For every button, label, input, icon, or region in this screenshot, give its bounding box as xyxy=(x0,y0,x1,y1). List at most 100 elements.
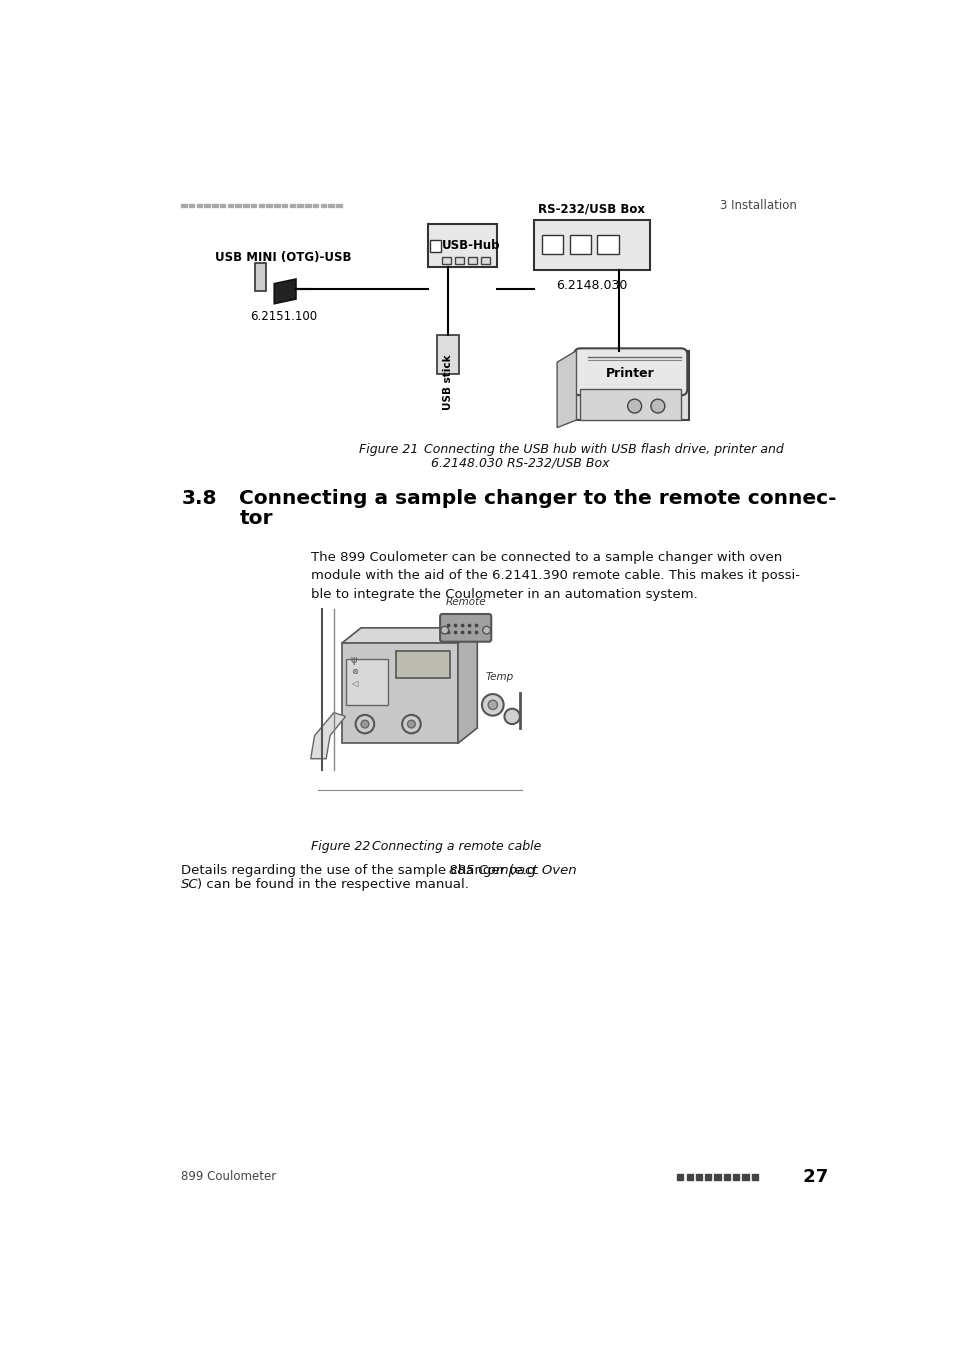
Bar xyxy=(395,651,450,678)
Text: Connecting a sample changer to the remote connec-: Connecting a sample changer to the remot… xyxy=(239,489,836,508)
Text: USB MINI (OTG)-USB: USB MINI (OTG)-USB xyxy=(215,251,352,265)
Bar xyxy=(441,256,451,265)
Text: USB-Hub: USB-Hub xyxy=(441,239,499,251)
Bar xyxy=(290,204,294,208)
Text: 6.2148.030 RS-232/USB Box: 6.2148.030 RS-232/USB Box xyxy=(431,456,609,470)
Text: Figure 22: Figure 22 xyxy=(311,840,370,853)
Polygon shape xyxy=(274,279,295,304)
Bar xyxy=(297,204,303,208)
Bar xyxy=(345,659,388,705)
Bar xyxy=(704,1173,711,1180)
Polygon shape xyxy=(557,351,576,428)
Bar xyxy=(541,235,562,254)
Bar xyxy=(695,1173,701,1180)
Text: 885 Compact Oven: 885 Compact Oven xyxy=(448,864,576,878)
Bar xyxy=(427,224,497,267)
Circle shape xyxy=(461,632,463,633)
Text: 27: 27 xyxy=(796,1168,827,1185)
Text: 6.2151.100: 6.2151.100 xyxy=(250,310,316,323)
Bar xyxy=(436,335,458,374)
Text: Remote: Remote xyxy=(445,597,485,608)
Bar xyxy=(430,240,440,252)
Text: Temp: Temp xyxy=(484,672,513,682)
Circle shape xyxy=(360,721,369,728)
Text: 6.2148.030: 6.2148.030 xyxy=(556,279,627,292)
Text: Connecting a remote cable: Connecting a remote cable xyxy=(355,840,540,853)
Circle shape xyxy=(481,694,503,716)
Circle shape xyxy=(407,721,415,728)
Circle shape xyxy=(475,625,477,626)
Bar xyxy=(204,204,210,208)
Text: 3.8: 3.8 xyxy=(181,489,216,508)
Bar xyxy=(212,204,217,208)
Bar xyxy=(274,204,279,208)
Bar xyxy=(455,256,464,265)
Text: Figure 21: Figure 21 xyxy=(359,443,418,456)
Circle shape xyxy=(440,626,448,634)
Polygon shape xyxy=(576,351,688,420)
Circle shape xyxy=(447,625,449,626)
FancyBboxPatch shape xyxy=(439,614,491,641)
Polygon shape xyxy=(341,643,457,744)
Circle shape xyxy=(454,632,456,633)
Text: 3 Installation: 3 Installation xyxy=(719,200,796,212)
Circle shape xyxy=(454,625,456,626)
Bar xyxy=(335,204,341,208)
Bar xyxy=(569,235,591,254)
Bar xyxy=(328,204,334,208)
FancyBboxPatch shape xyxy=(574,348,686,396)
Bar xyxy=(282,204,287,208)
Bar xyxy=(305,204,311,208)
Bar xyxy=(723,1173,729,1180)
Circle shape xyxy=(627,400,641,413)
Bar xyxy=(251,204,256,208)
Bar xyxy=(220,204,225,208)
Text: ⊗: ⊗ xyxy=(351,667,357,676)
Bar xyxy=(579,389,680,420)
Text: tor: tor xyxy=(239,509,273,528)
Bar xyxy=(258,204,264,208)
Bar xyxy=(686,1173,692,1180)
Bar xyxy=(313,204,318,208)
Bar xyxy=(480,256,490,265)
Polygon shape xyxy=(341,628,476,643)
Circle shape xyxy=(482,626,490,634)
Bar xyxy=(266,204,272,208)
Bar xyxy=(714,1173,720,1180)
Text: ) can be found in the respective manual.: ) can be found in the respective manual. xyxy=(196,878,468,891)
Bar xyxy=(597,235,618,254)
Bar xyxy=(235,204,241,208)
Circle shape xyxy=(468,632,470,633)
Text: USB stick: USB stick xyxy=(442,355,453,410)
Text: Details regarding the use of the sample changer (e.g.: Details regarding the use of the sample … xyxy=(181,864,543,878)
Circle shape xyxy=(402,716,420,733)
Circle shape xyxy=(355,716,374,733)
Bar xyxy=(751,1173,757,1180)
Bar xyxy=(534,220,649,270)
Bar xyxy=(732,1173,739,1180)
Bar xyxy=(189,204,194,208)
Text: RS-232/USB Box: RS-232/USB Box xyxy=(537,202,645,216)
Circle shape xyxy=(461,625,463,626)
Bar xyxy=(254,263,266,290)
Circle shape xyxy=(504,709,519,724)
Bar xyxy=(181,204,187,208)
Bar xyxy=(468,256,476,265)
Polygon shape xyxy=(311,713,345,759)
Bar xyxy=(677,1173,682,1180)
Circle shape xyxy=(650,400,664,413)
Text: SC: SC xyxy=(181,878,198,891)
Circle shape xyxy=(447,632,449,633)
Text: ◁: ◁ xyxy=(351,679,357,687)
Bar xyxy=(243,204,249,208)
Text: The 899 Coulometer can be connected to a sample changer with oven
module with th: The 899 Coulometer can be connected to a… xyxy=(311,551,799,601)
Text: Connecting the USB hub with USB flash drive, printer and: Connecting the USB hub with USB flash dr… xyxy=(407,443,782,456)
Bar xyxy=(228,204,233,208)
Text: 899 Coulometer: 899 Coulometer xyxy=(181,1170,276,1184)
Bar xyxy=(320,204,326,208)
Circle shape xyxy=(488,701,497,710)
Circle shape xyxy=(468,625,470,626)
Polygon shape xyxy=(457,628,476,744)
Circle shape xyxy=(475,632,477,633)
Text: ψ: ψ xyxy=(351,655,357,664)
